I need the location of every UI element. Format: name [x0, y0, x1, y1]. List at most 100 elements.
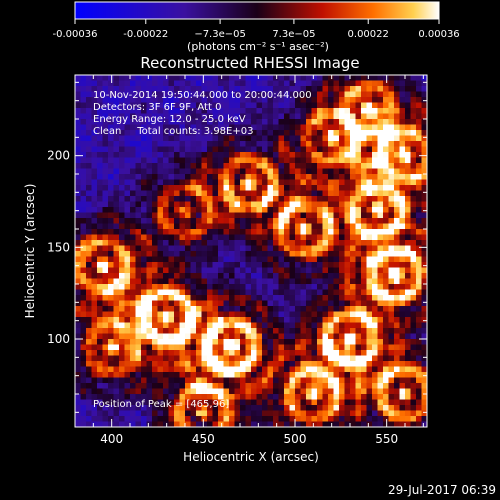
heatmap-cell	[97, 141, 103, 147]
heatmap-cell	[229, 350, 235, 356]
heatmap-cell	[245, 399, 252, 406]
heatmap-cell	[344, 251, 351, 257]
heatmap-cell	[295, 124, 301, 131]
heatmap-cell	[196, 339, 202, 345]
heatmap-cell	[135, 405, 142, 411]
heatmap-cell	[339, 119, 345, 125]
heatmap-cell	[339, 366, 345, 373]
heatmap-cell	[377, 223, 384, 230]
heatmap-cell	[108, 339, 114, 345]
heatmap-cell	[163, 421, 169, 428]
heatmap-cell	[344, 306, 351, 312]
heatmap-cell	[119, 295, 125, 301]
heatmap-cell	[179, 119, 186, 125]
heatmap-cell	[196, 75, 202, 81]
heatmap-cell	[377, 179, 384, 186]
heatmap-cell	[377, 273, 384, 279]
heatmap-cell	[146, 141, 153, 147]
heatmap-cell	[361, 190, 367, 197]
heatmap-cell	[311, 311, 318, 318]
heatmap-cell	[245, 135, 252, 142]
heatmap-cell	[218, 405, 224, 411]
heatmap-cell	[212, 179, 219, 186]
heatmap-cell	[190, 223, 197, 230]
heatmap-cell	[339, 86, 345, 92]
heatmap-cell	[289, 124, 296, 131]
heatmap-cell	[102, 344, 109, 351]
heatmap-cell	[124, 399, 131, 406]
heatmap-cell	[383, 157, 389, 164]
heatmap-cell	[229, 273, 235, 279]
heatmap-cell	[135, 146, 142, 153]
heatmap-cell	[410, 124, 417, 131]
heatmap-cell	[108, 251, 114, 257]
heatmap-cell	[355, 366, 362, 373]
heatmap-cell	[366, 168, 373, 175]
heatmap-cell	[146, 256, 153, 263]
heatmap-cell	[377, 108, 384, 114]
heatmap-cells	[75, 75, 428, 428]
heatmap-cell	[394, 361, 400, 367]
heatmap-cell	[119, 256, 125, 263]
heatmap-cell	[278, 322, 285, 329]
heatmap-cell	[322, 218, 329, 224]
heatmap-cell	[399, 300, 406, 307]
heatmap-cell	[86, 295, 92, 301]
heatmap-cell	[119, 278, 125, 285]
heatmap-cell	[108, 350, 114, 356]
heatmap-cell	[295, 245, 301, 252]
colorbar-tick-label: 0.00036	[418, 29, 459, 40]
heatmap-cell	[295, 201, 301, 208]
heatmap-cell	[350, 152, 356, 158]
heatmap-cell	[388, 141, 395, 147]
heatmap-cell	[240, 410, 246, 417]
heatmap-cell	[394, 262, 400, 268]
heatmap-cell	[366, 108, 373, 114]
heatmap-cell	[130, 421, 136, 428]
heatmap-cell	[388, 372, 395, 378]
heatmap-cell	[311, 388, 318, 395]
heatmap-cell	[91, 163, 98, 169]
heatmap-cell	[141, 163, 147, 169]
heatmap-cell	[256, 251, 263, 257]
heatmap-cell	[273, 273, 279, 279]
heatmap-cell	[300, 86, 307, 92]
heatmap-cell	[262, 289, 268, 296]
heatmap-cell	[168, 113, 175, 120]
heatmap-cell	[388, 130, 395, 136]
heatmap-cell	[179, 328, 186, 334]
heatmap-cell	[251, 322, 257, 329]
heatmap-cell	[311, 267, 318, 274]
heatmap-cell	[344, 394, 351, 400]
heatmap-cell	[344, 366, 351, 373]
heatmap-cell	[124, 306, 131, 312]
heatmap-cell	[350, 317, 356, 323]
heatmap-cell	[256, 311, 263, 318]
heatmap-cell	[223, 190, 230, 197]
heatmap-cell	[91, 174, 98, 180]
heatmap-cell	[361, 333, 367, 340]
heatmap-cell	[146, 421, 153, 428]
heatmap-cell	[212, 355, 219, 362]
heatmap-cell	[295, 361, 301, 367]
heatmap-cell	[124, 339, 131, 345]
heatmap-cell	[311, 322, 318, 329]
heatmap-cell	[124, 416, 131, 422]
heatmap-cell	[141, 388, 147, 395]
heatmap-cell	[163, 394, 169, 400]
heatmap-cell	[234, 229, 241, 235]
heatmap-cell	[190, 344, 197, 351]
heatmap-cell	[146, 185, 153, 191]
heatmap-cell	[218, 174, 224, 180]
heatmap-cell	[306, 284, 312, 290]
heatmap-cell	[152, 223, 158, 230]
heatmap-cell	[251, 75, 257, 81]
heatmap-cell	[201, 185, 208, 191]
heatmap-cell	[273, 80, 279, 87]
heatmap-cell	[146, 113, 153, 120]
heatmap-cell	[102, 273, 109, 279]
heatmap-cell	[311, 366, 318, 373]
heatmap-cell	[185, 251, 191, 257]
heatmap-cell	[75, 135, 81, 142]
heatmap-cell	[240, 80, 246, 87]
